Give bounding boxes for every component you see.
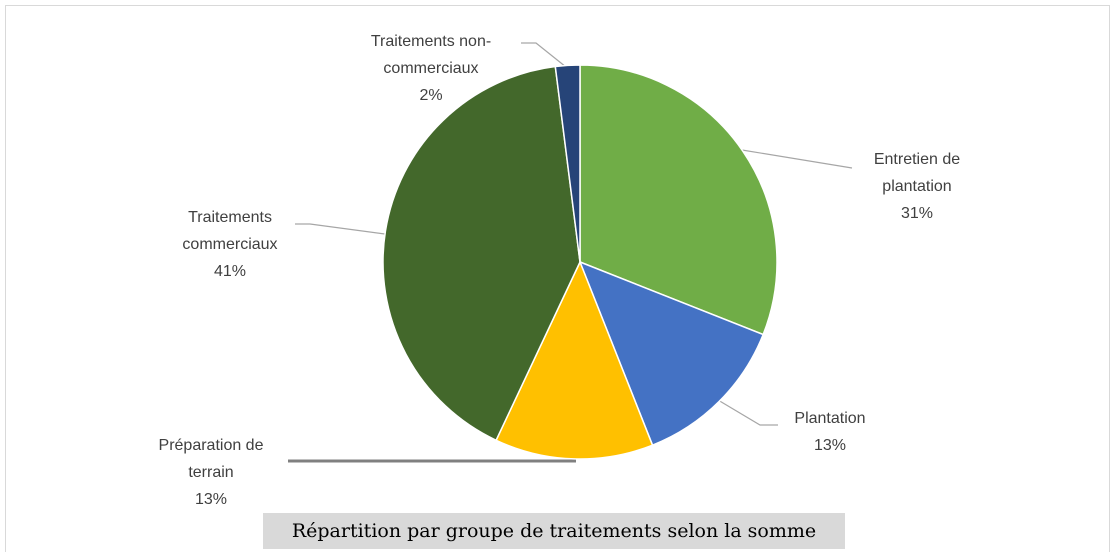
leader-line	[741, 149, 853, 169]
label-name: Traitements non-commerciaux	[370, 33, 492, 77]
data-label: Traitements commerciaux 41%	[165, 204, 295, 285]
pie-slice	[554, 64, 581, 263]
leader-line	[521, 42, 567, 68]
pie-slice	[495, 260, 654, 460]
label-value: 13%	[813, 437, 847, 454]
pie-slice	[382, 65, 581, 442]
chart-frame	[5, 5, 1110, 552]
label-value: 2%	[419, 87, 443, 104]
pie-slice	[578, 260, 765, 447]
label-name: Plantation	[794, 410, 866, 427]
label-value: 41%	[213, 263, 247, 280]
pie-slice	[579, 64, 778, 336]
leader-line	[717, 399, 778, 426]
label-name: Traitements commerciaux	[182, 209, 278, 253]
data-label: Entretien de plantation 31%	[862, 146, 972, 227]
label-value: 31%	[900, 205, 934, 222]
leader-lines	[288, 42, 853, 463]
label-name: Préparation de terrain	[158, 437, 264, 481]
data-label: Traitements non-commerciaux 2%	[361, 28, 501, 109]
data-label: Plantation 13%	[775, 405, 885, 459]
chart-title: Répartition par groupe de traitements se…	[263, 513, 845, 549]
label-name: Entretien de plantation	[873, 151, 961, 195]
leader-line	[295, 223, 386, 235]
label-value: 13%	[194, 491, 228, 508]
data-label: Préparation de terrain 13%	[149, 432, 274, 513]
